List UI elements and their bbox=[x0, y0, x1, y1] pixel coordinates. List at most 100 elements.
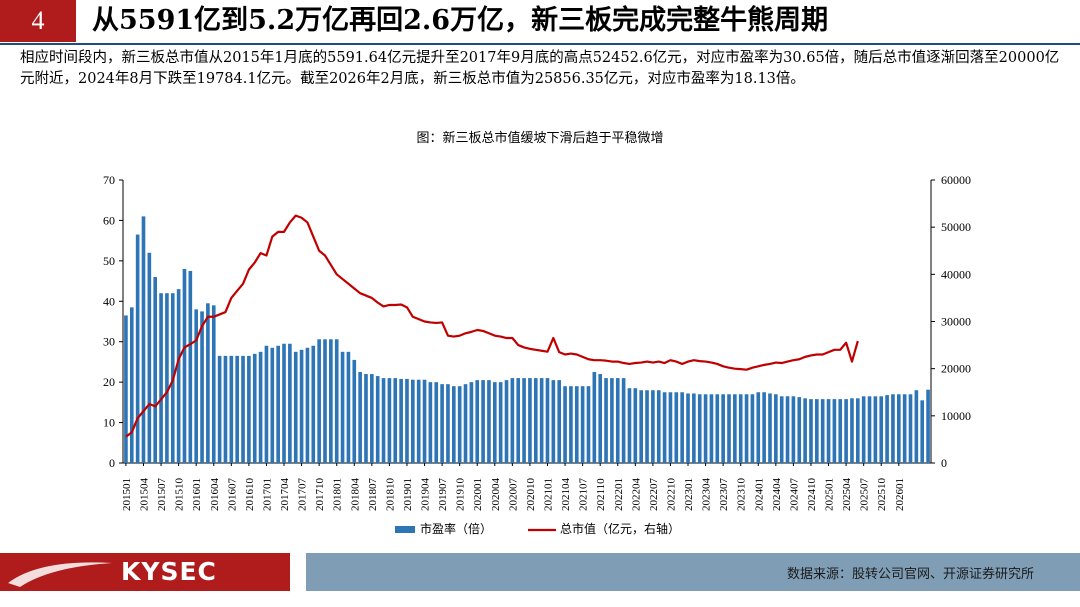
x-tick-label: 202201 bbox=[613, 478, 625, 511]
x-tick-label: 202307 bbox=[718, 478, 730, 512]
pe-bar bbox=[135, 234, 140, 463]
pe-bar bbox=[674, 392, 679, 463]
x-tick-label: 202301 bbox=[683, 478, 695, 511]
pe-bar bbox=[159, 293, 163, 463]
pe-bar bbox=[557, 380, 562, 463]
pe-bar bbox=[809, 399, 813, 463]
page-title: 从5591亿到5.2万亿再回2.6万亿，新三板完成完整牛熊周期 bbox=[92, 5, 829, 36]
pe-bar bbox=[533, 378, 538, 463]
pe-bar bbox=[282, 343, 286, 463]
pe-bar bbox=[299, 349, 304, 463]
logo-text: KYSEC bbox=[121, 557, 217, 586]
market-cap-line bbox=[125, 214, 859, 438]
x-tick-label: 202210 bbox=[665, 478, 677, 512]
pe-bar bbox=[727, 394, 731, 463]
pe-bar bbox=[387, 378, 392, 463]
pe-bar bbox=[247, 355, 251, 463]
pe-bar bbox=[545, 378, 550, 463]
pe-bar bbox=[762, 392, 766, 463]
pe-bar bbox=[188, 270, 193, 463]
pe-bar bbox=[668, 392, 673, 463]
chart-title: 图：新三板总市值缓坡下滑后趋于平稳微增 bbox=[416, 131, 664, 146]
pe-bar bbox=[440, 384, 444, 463]
pe-bar bbox=[920, 400, 925, 463]
pe-bar bbox=[926, 389, 930, 463]
pe-bar bbox=[311, 345, 316, 463]
pe-bar bbox=[147, 252, 152, 463]
pe-bar bbox=[329, 339, 333, 463]
pe-bar bbox=[914, 390, 919, 463]
x-tick-label: 201907 bbox=[437, 478, 449, 512]
x-tick-label: 202010 bbox=[525, 478, 537, 512]
pe-bar bbox=[487, 380, 491, 463]
right-tick-label: 30000 bbox=[941, 315, 971, 329]
pe-bar bbox=[615, 378, 620, 463]
pe-bar bbox=[498, 382, 503, 463]
x-tick-label: 202104 bbox=[560, 478, 572, 512]
pe-bar bbox=[820, 399, 825, 463]
legend-bar-swatch bbox=[395, 526, 415, 533]
right-tick-label: 20000 bbox=[941, 362, 971, 376]
pe-bar bbox=[375, 376, 380, 463]
pe-bar bbox=[873, 396, 878, 463]
pe-bar bbox=[405, 378, 409, 463]
pe-bar bbox=[293, 351, 298, 463]
x-tick-label: 201504 bbox=[139, 478, 151, 512]
pe-bar bbox=[352, 359, 357, 463]
x-tick-label: 202004 bbox=[490, 478, 502, 512]
x-tick-label: 202310 bbox=[736, 478, 748, 512]
x-tick-label: 201804 bbox=[349, 478, 361, 512]
section-number: 4 bbox=[0, 0, 76, 42]
pe-bar bbox=[399, 378, 403, 463]
pe-bar bbox=[774, 394, 778, 463]
pe-bar bbox=[733, 394, 737, 463]
pe-bar bbox=[381, 378, 386, 463]
pe-bar bbox=[522, 378, 526, 463]
pe-bar bbox=[370, 374, 374, 463]
pe-bar bbox=[586, 386, 591, 463]
pe-bar bbox=[411, 379, 415, 463]
pe-bar bbox=[815, 399, 819, 463]
x-tick-label: 201901 bbox=[402, 478, 414, 511]
x-tick-label: 201510 bbox=[174, 478, 186, 512]
brand-logo: KYSEC bbox=[0, 553, 290, 591]
pe-bar bbox=[176, 289, 181, 463]
x-tick-label: 201801 bbox=[332, 478, 344, 511]
pe-bar bbox=[797, 397, 802, 463]
pe-bar bbox=[768, 393, 772, 463]
x-tick-label: 202401 bbox=[753, 478, 765, 511]
pe-bar bbox=[867, 396, 872, 463]
pe-bar bbox=[861, 396, 866, 463]
x-tick-label: 202504 bbox=[841, 478, 853, 512]
pe-bar bbox=[896, 394, 901, 463]
pe-bar bbox=[393, 378, 398, 463]
left-tick-label: 70 bbox=[103, 173, 115, 187]
pe-bar bbox=[528, 378, 532, 463]
x-tick-label: 202407 bbox=[788, 478, 800, 512]
pe-bar bbox=[153, 277, 158, 463]
pe-bar bbox=[223, 355, 228, 463]
pe-bar bbox=[721, 394, 725, 463]
pe-bar bbox=[791, 396, 796, 463]
x-tick-label: 202601 bbox=[894, 478, 906, 511]
x-tick-label: 201610 bbox=[244, 478, 256, 512]
x-tick-label: 201607 bbox=[226, 478, 238, 512]
x-tick-label: 202007 bbox=[507, 478, 519, 512]
pe-bar bbox=[680, 392, 684, 463]
x-tick-label: 201507 bbox=[156, 478, 168, 512]
x-tick-label: 202510 bbox=[876, 478, 888, 512]
pe-bar bbox=[492, 382, 497, 463]
pe-bar bbox=[651, 390, 655, 463]
pe-bar bbox=[264, 345, 269, 463]
pe-bar bbox=[692, 393, 696, 463]
pe-bar bbox=[457, 386, 462, 463]
pe-bar bbox=[510, 378, 515, 463]
pe-bar bbox=[697, 394, 702, 463]
pe-bar bbox=[738, 394, 743, 463]
pe-bar bbox=[258, 351, 263, 463]
x-tick-label: 201810 bbox=[384, 478, 396, 512]
data-source-bar: 数据来源：股转公司官网、开源证券研究所 bbox=[306, 553, 1080, 591]
description-text: 相应时间段内，新三板总市值从2015年1月底的5591.64亿元提升至2017年… bbox=[20, 50, 1060, 87]
pe-bar bbox=[803, 398, 807, 463]
right-tick-label: 60000 bbox=[941, 173, 971, 187]
